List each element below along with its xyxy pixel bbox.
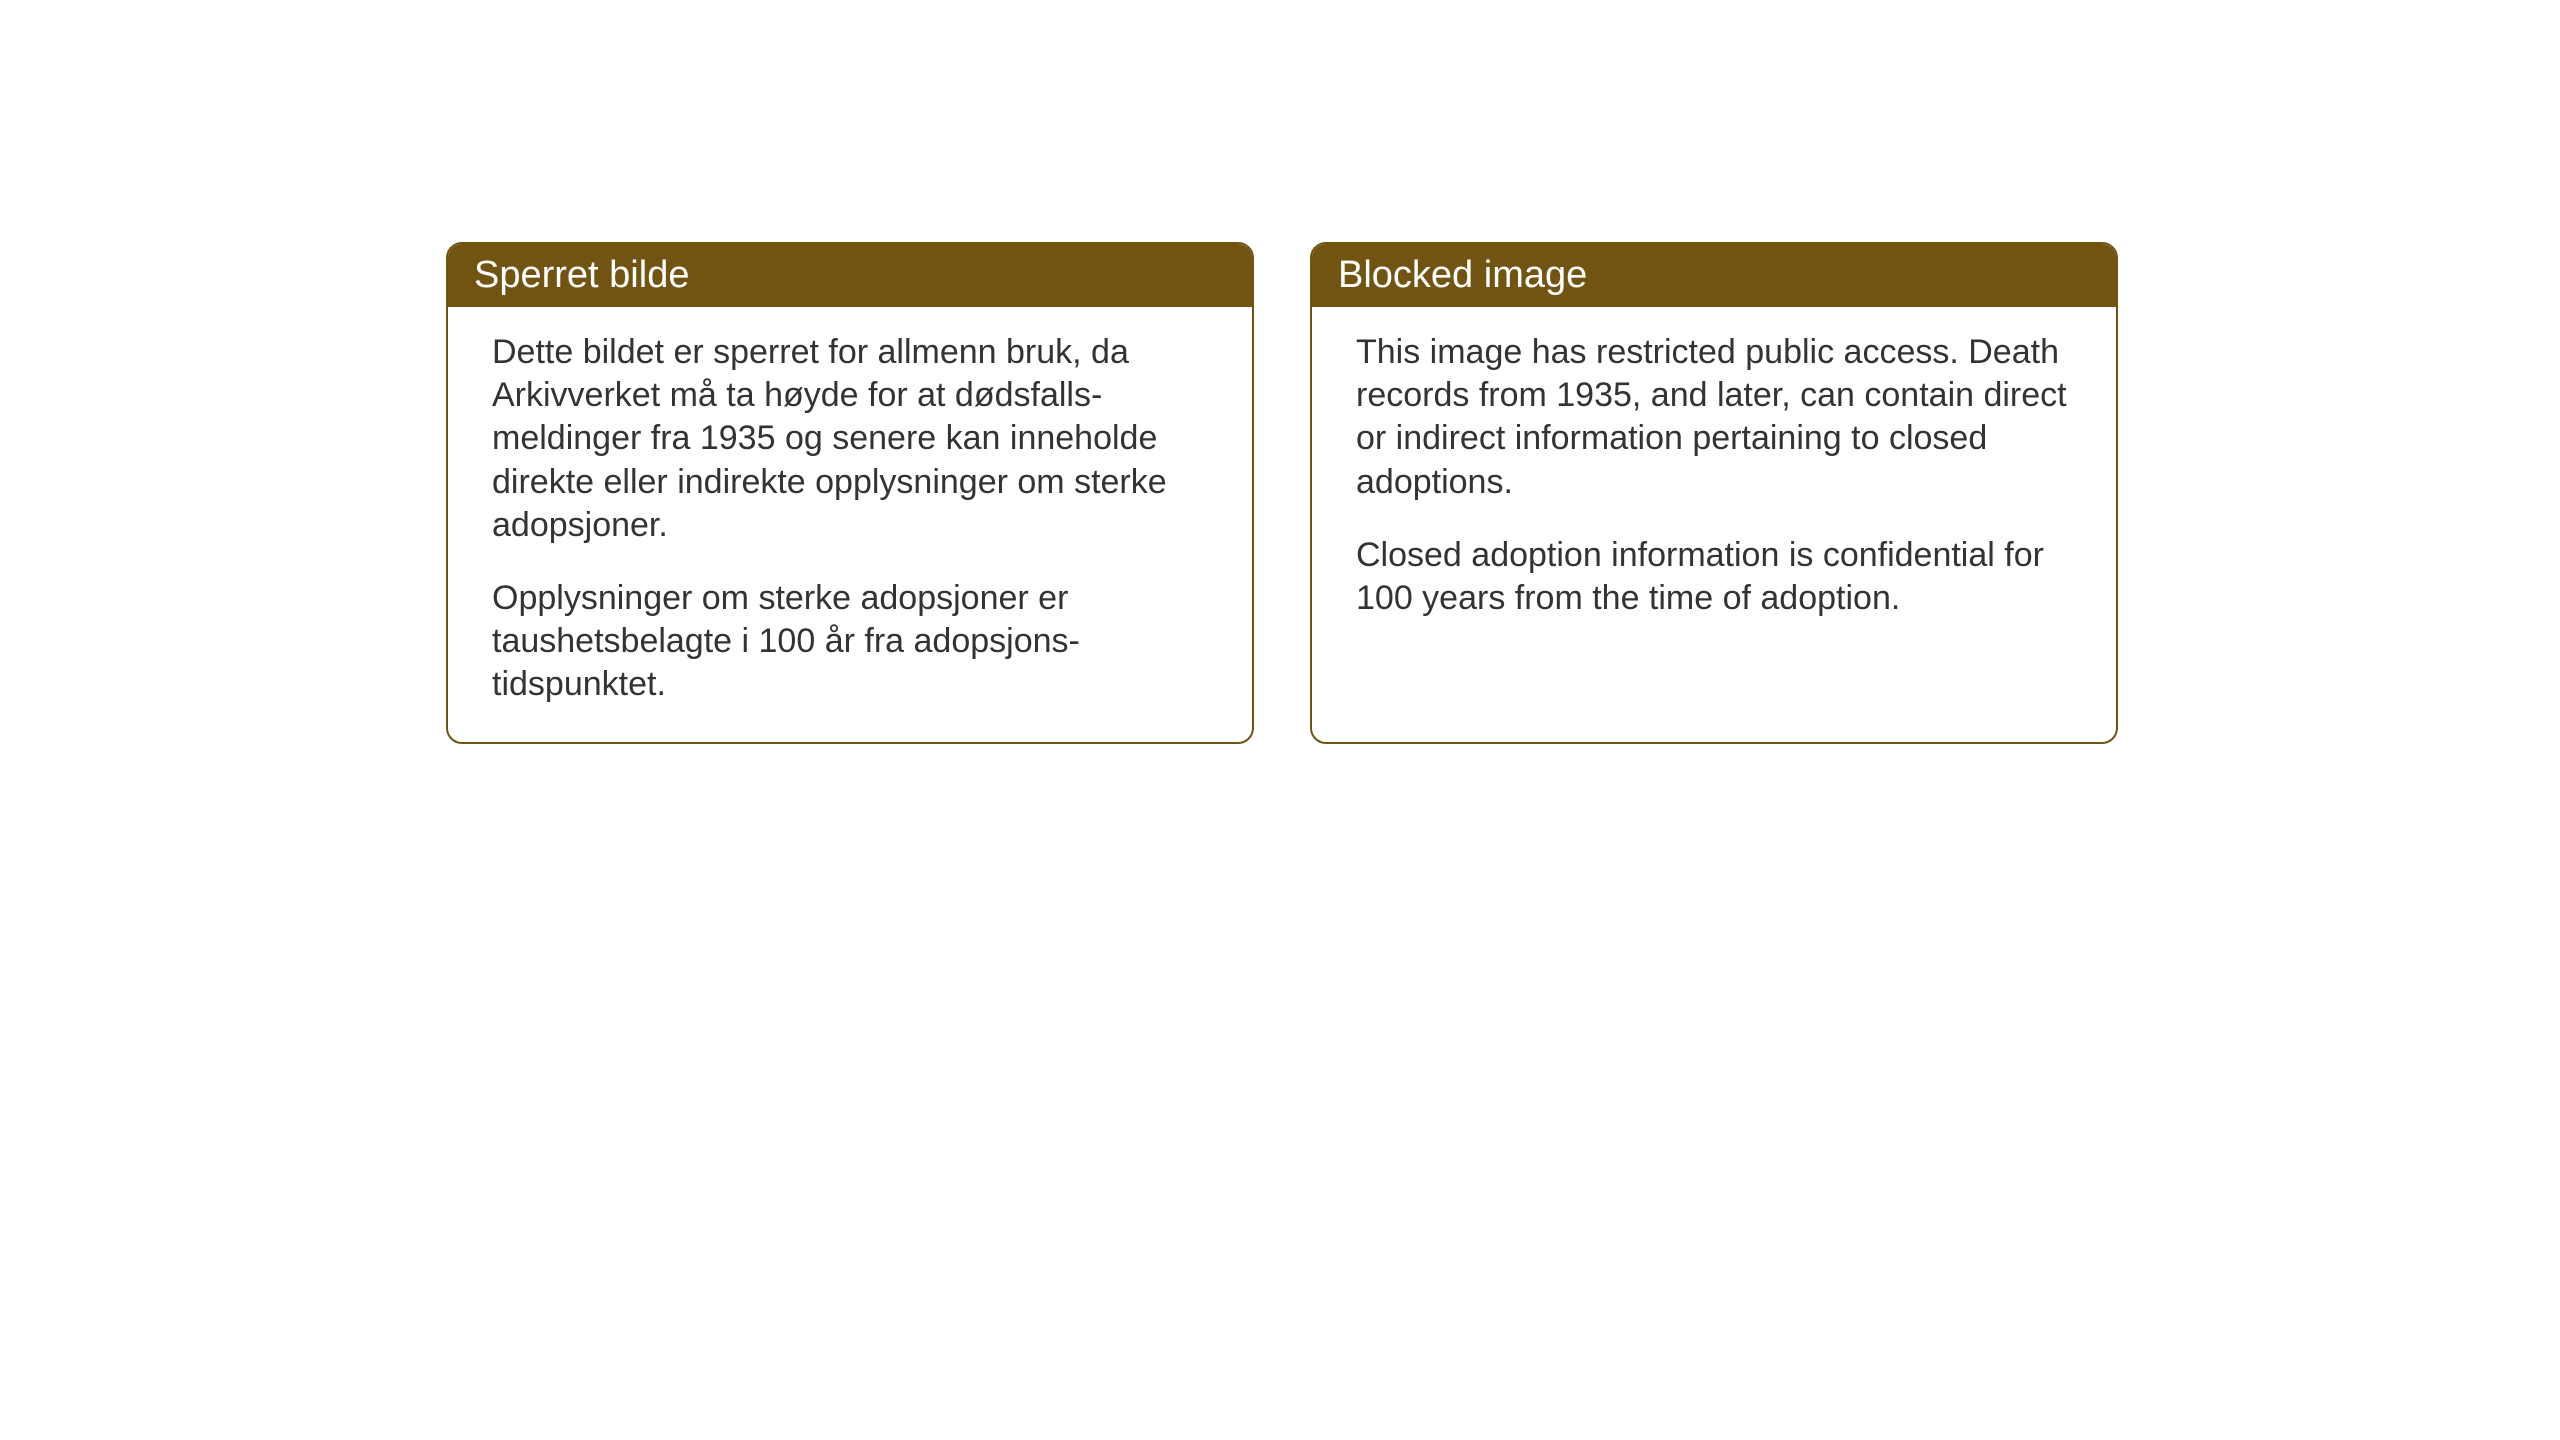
- card-body-norwegian: Dette bildet er sperret for allmenn bruk…: [448, 307, 1252, 742]
- notice-cards-container: Sperret bilde Dette bildet er sperret fo…: [446, 242, 2118, 744]
- card-body-english: This image has restricted public access.…: [1312, 307, 2116, 656]
- card-title: Sperret bilde: [474, 254, 689, 296]
- card-paragraph-2: Opplysninger om sterke adopsjoner er tau…: [492, 577, 1208, 707]
- notice-card-norwegian: Sperret bilde Dette bildet er sperret fo…: [446, 242, 1254, 744]
- card-paragraph-1: Dette bildet er sperret for allmenn bruk…: [492, 331, 1208, 547]
- card-header-english: Blocked image: [1312, 244, 2116, 307]
- card-paragraph-1: This image has restricted public access.…: [1356, 331, 2072, 504]
- notice-card-english: Blocked image This image has restricted …: [1310, 242, 2118, 744]
- card-title: Blocked image: [1338, 254, 1587, 296]
- card-paragraph-2: Closed adoption information is confident…: [1356, 534, 2072, 620]
- card-header-norwegian: Sperret bilde: [448, 244, 1252, 307]
